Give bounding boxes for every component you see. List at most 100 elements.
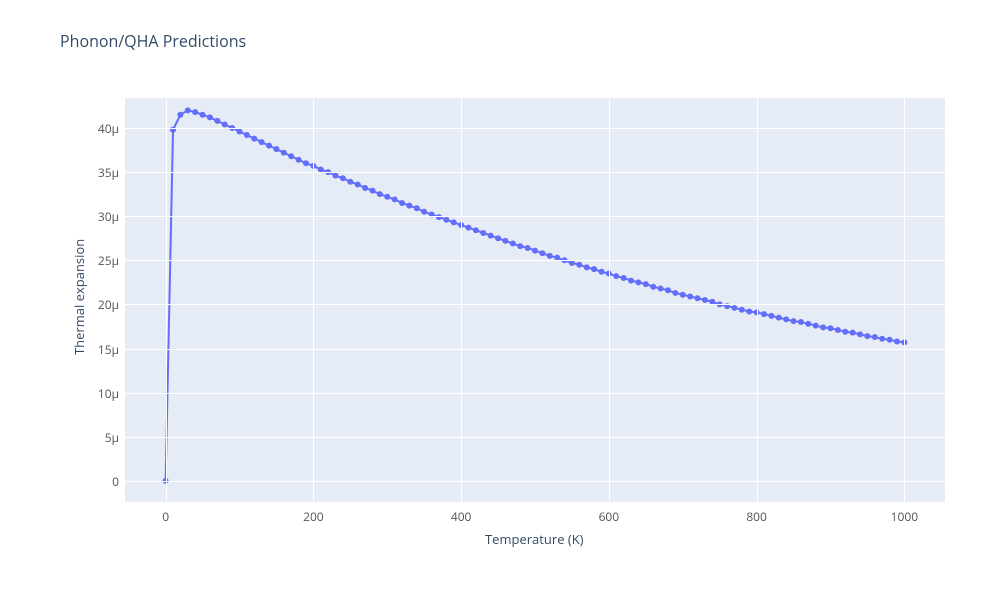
data-marker[interactable] [547, 253, 553, 259]
data-marker[interactable] [613, 273, 619, 279]
data-marker[interactable] [502, 238, 508, 244]
y-gridline [125, 216, 945, 217]
data-marker[interactable] [665, 287, 671, 293]
data-marker[interactable] [244, 132, 250, 138]
data-marker[interactable] [237, 129, 243, 135]
data-marker[interactable] [857, 331, 863, 337]
data-marker[interactable] [192, 109, 198, 115]
x-tick-label: 400 [446, 508, 476, 525]
data-marker[interactable] [805, 321, 811, 327]
data-marker[interactable] [532, 248, 538, 254]
data-marker[interactable] [813, 323, 819, 329]
data-marker[interactable] [214, 118, 220, 124]
data-marker[interactable] [746, 308, 752, 314]
data-marker[interactable] [517, 243, 523, 249]
data-marker[interactable] [495, 235, 501, 241]
data-marker[interactable] [185, 107, 191, 113]
y-axis-label: Thermal expansion [70, 239, 88, 355]
data-marker[interactable] [576, 262, 582, 268]
data-marker[interactable] [281, 150, 287, 156]
y-gridline [125, 393, 945, 394]
data-marker[interactable] [598, 269, 604, 275]
data-marker[interactable] [466, 225, 472, 231]
data-marker[interactable] [399, 200, 405, 206]
data-marker[interactable] [695, 295, 701, 301]
data-marker[interactable] [488, 233, 494, 239]
data-marker[interactable] [355, 181, 361, 187]
y-gridline [125, 128, 945, 129]
data-marker[interactable] [259, 139, 265, 145]
data-marker[interactable] [251, 136, 257, 142]
data-marker[interactable] [680, 292, 686, 298]
data-marker[interactable] [591, 266, 597, 272]
x-tick-label: 800 [742, 508, 772, 525]
data-marker[interactable] [635, 279, 641, 285]
data-marker[interactable] [672, 290, 678, 296]
data-marker[interactable] [835, 327, 841, 333]
data-marker[interactable] [333, 173, 339, 179]
data-marker[interactable] [621, 275, 627, 281]
x-tick-label: 200 [298, 508, 328, 525]
data-marker[interactable] [887, 337, 893, 343]
data-marker[interactable] [731, 305, 737, 311]
data-marker[interactable] [894, 338, 900, 344]
data-marker[interactable] [872, 334, 878, 340]
data-marker[interactable] [406, 203, 412, 209]
data-marker[interactable] [207, 114, 213, 120]
data-marker[interactable] [628, 278, 634, 284]
data-marker[interactable] [798, 319, 804, 325]
data-marker[interactable] [177, 112, 183, 118]
data-marker[interactable] [650, 284, 656, 290]
data-marker[interactable] [200, 112, 206, 118]
data-marker[interactable] [776, 315, 782, 321]
data-marker[interactable] [702, 297, 708, 303]
data-marker[interactable] [303, 160, 309, 166]
y-gridline [125, 481, 945, 482]
data-marker[interactable] [879, 336, 885, 342]
data-marker[interactable] [377, 191, 383, 197]
data-marker[interactable] [340, 175, 346, 181]
data-marker[interactable] [384, 194, 390, 200]
data-marker[interactable] [739, 307, 745, 313]
data-marker[interactable] [273, 146, 279, 152]
data-marker[interactable] [584, 264, 590, 270]
data-marker[interactable] [451, 219, 457, 225]
data-marker[interactable] [443, 217, 449, 223]
data-marker[interactable] [362, 185, 368, 191]
data-marker[interactable] [222, 121, 228, 127]
data-marker[interactable] [539, 250, 545, 256]
data-marker[interactable] [414, 205, 420, 211]
data-marker[interactable] [369, 188, 375, 194]
x-gridline [757, 98, 758, 502]
y-gridline [125, 304, 945, 305]
data-marker[interactable] [791, 318, 797, 324]
y-gridline [125, 172, 945, 173]
y-tick-label: 40μ [98, 120, 119, 137]
data-marker[interactable] [480, 230, 486, 236]
data-marker[interactable] [392, 196, 398, 202]
data-marker[interactable] [783, 316, 789, 322]
data-marker[interactable] [643, 281, 649, 287]
data-marker[interactable] [473, 227, 479, 233]
data-marker[interactable] [687, 293, 693, 299]
data-line[interactable] [166, 110, 905, 480]
x-gridline [166, 98, 167, 502]
data-marker[interactable] [421, 209, 427, 215]
x-axis-label: Temperature (K) [485, 530, 584, 548]
data-marker[interactable] [864, 333, 870, 339]
data-marker[interactable] [288, 153, 294, 159]
data-marker[interactable] [266, 143, 272, 149]
data-marker[interactable] [850, 330, 856, 336]
data-marker[interactable] [761, 311, 767, 317]
data-marker[interactable] [525, 245, 531, 251]
data-marker[interactable] [347, 179, 353, 185]
data-marker[interactable] [828, 325, 834, 331]
y-tick-label: 5μ [105, 429, 119, 446]
data-marker[interactable] [820, 324, 826, 330]
data-marker[interactable] [658, 286, 664, 292]
data-marker[interactable] [768, 313, 774, 319]
y-tick-label: 0 [112, 473, 119, 490]
data-marker[interactable] [842, 329, 848, 335]
data-marker[interactable] [296, 157, 302, 163]
data-marker[interactable] [510, 241, 516, 247]
